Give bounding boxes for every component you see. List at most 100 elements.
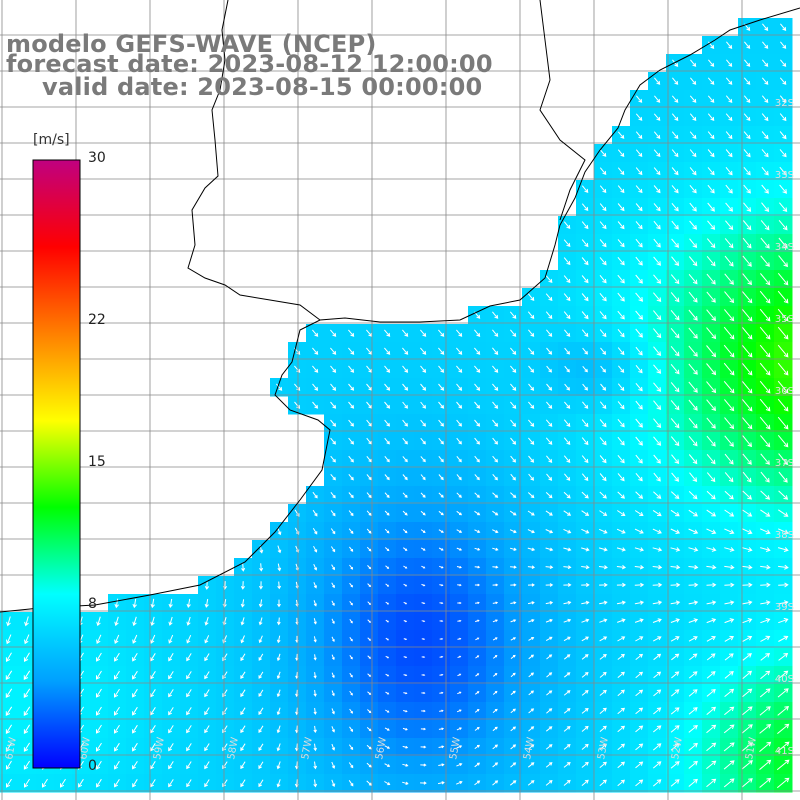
wind-arrow <box>635 364 643 374</box>
wind-arrow <box>240 743 246 752</box>
wind-arrow <box>132 742 138 752</box>
wind-arrow <box>617 707 626 715</box>
wind-arrow <box>545 744 553 750</box>
wind-arrow <box>688 399 698 411</box>
wind-arrow <box>777 528 789 535</box>
wind-arrow <box>348 510 354 517</box>
wind-arrow <box>635 400 643 410</box>
wind-arrow <box>367 691 372 695</box>
wind-arrow <box>653 149 661 158</box>
wind-arrow <box>384 365 391 373</box>
wind-arrow <box>546 401 553 409</box>
wind-arrow <box>742 435 752 448</box>
wind-arrow <box>760 453 770 465</box>
wind-arrow <box>366 401 373 409</box>
wind-arrow <box>761 95 769 104</box>
wind-arrow <box>510 365 517 373</box>
wind-arrow <box>653 328 662 339</box>
wind-arrow <box>616 565 627 570</box>
wind-arrow <box>688 309 698 321</box>
wind-arrow <box>726 59 733 67</box>
wind-arrow <box>635 725 644 733</box>
wind-arrow <box>492 690 498 695</box>
wind-arrow <box>204 580 210 590</box>
wind-arrow <box>672 77 679 85</box>
wind-arrow <box>670 547 681 552</box>
wind-arrow <box>366 744 372 750</box>
wind-arrow <box>617 383 625 392</box>
wind-arrow <box>313 743 317 752</box>
wind-arrow <box>420 474 426 481</box>
wind-arrow <box>653 274 662 284</box>
wind-arrow <box>186 743 192 752</box>
wind-arrow <box>617 328 625 338</box>
wind-arrow <box>707 167 715 176</box>
wind-arrow <box>689 202 697 212</box>
wind-arrow <box>706 291 716 303</box>
wind-arrow <box>706 509 717 517</box>
wind-arrow <box>617 239 625 248</box>
wind-arrow <box>563 547 572 552</box>
wind-arrow <box>313 707 317 715</box>
wind-arrow <box>706 417 716 429</box>
wind-arrow <box>438 419 444 427</box>
wind-arrow <box>778 617 789 624</box>
wind-arrow <box>492 583 499 587</box>
wind-arrow <box>456 347 463 355</box>
wind-arrow <box>437 781 445 785</box>
wind-arrow <box>617 221 625 230</box>
wind-arrow <box>475 673 480 677</box>
wind-arrow <box>186 761 192 770</box>
wind-arrow <box>528 690 535 696</box>
wind-arrow <box>581 725 589 732</box>
wind-arrow <box>600 365 607 373</box>
wind-arrow <box>743 113 751 122</box>
wind-arrow <box>168 634 174 644</box>
wind-arrow <box>402 437 408 445</box>
wind-arrow <box>492 744 499 750</box>
wind-arrow <box>510 744 517 750</box>
wind-arrow <box>492 601 499 605</box>
wind-arrow <box>348 419 354 427</box>
wind-arrow <box>457 619 462 622</box>
latitude-label: 32S <box>775 98 794 109</box>
wind-arrow <box>762 59 769 67</box>
wind-arrow <box>741 417 753 430</box>
wind-arrow <box>724 291 735 304</box>
wind-arrow <box>439 637 444 640</box>
wind-arrow <box>741 724 753 734</box>
wind-arrow <box>240 761 246 770</box>
wind-arrow <box>527 492 535 499</box>
wind-arrow <box>777 706 790 716</box>
wind-arrow <box>474 780 481 786</box>
wind-arrow <box>438 474 444 481</box>
wind-arrow <box>474 383 481 391</box>
wind-arrow <box>581 636 590 642</box>
wind-arrow <box>240 779 246 788</box>
wind-arrow <box>582 365 588 373</box>
wind-arrow <box>671 202 679 212</box>
wind-arrow <box>777 380 789 394</box>
wind-arrow <box>688 582 699 588</box>
wind-arrow <box>617 636 626 642</box>
wind-arrow <box>653 491 662 499</box>
wind-arrow <box>617 347 625 356</box>
wind-arrow <box>777 326 789 340</box>
wind-arrow <box>706 618 717 624</box>
wind-arrow <box>635 779 644 787</box>
wind-arrow <box>778 600 789 606</box>
wind-arrow <box>349 690 353 696</box>
wind-arrow <box>150 689 156 698</box>
wind-arrow <box>258 689 264 697</box>
colorbar <box>32 159 81 769</box>
wind-arrow <box>330 401 337 409</box>
wind-arrow <box>330 455 336 463</box>
wind-arrow <box>599 257 607 266</box>
wind-arrow <box>402 745 409 749</box>
wind-arrow <box>635 256 643 266</box>
wind-arrow <box>545 565 554 570</box>
wind-arrow <box>689 184 697 194</box>
wind-arrow <box>670 761 680 769</box>
wind-arrow <box>726 41 733 49</box>
wind-arrow <box>761 131 769 140</box>
